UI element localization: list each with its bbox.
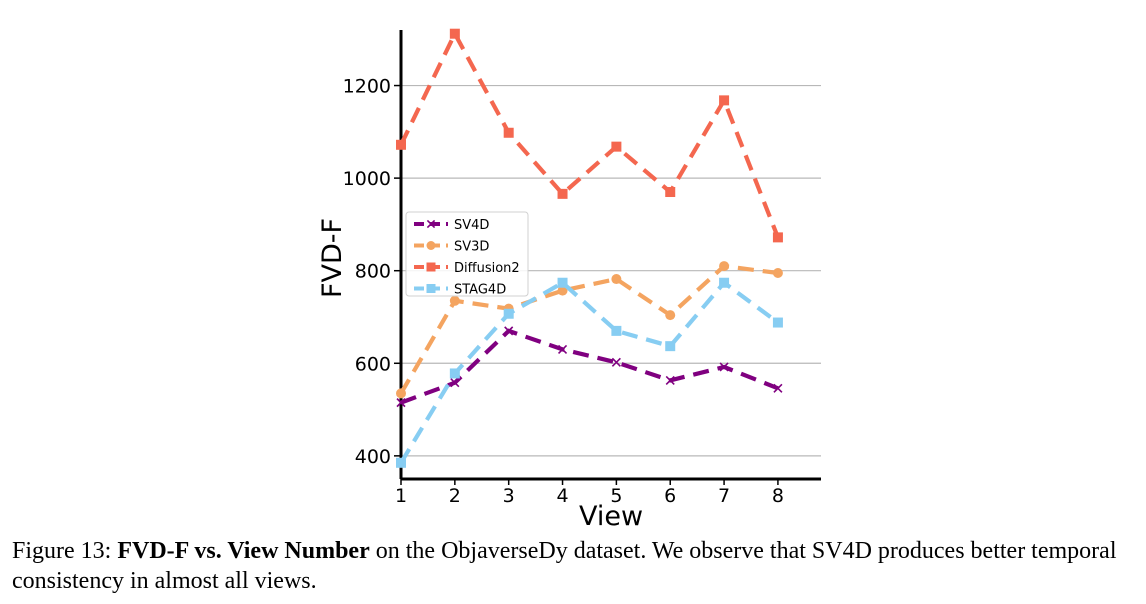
x-axis-label: View — [579, 501, 643, 532]
caption-prefix: Figure 13: — [12, 538, 118, 564]
x-tick-label: 6 — [664, 485, 676, 507]
y-axis-label: FVD-F — [317, 218, 348, 298]
data-point-diffusion2-4 — [557, 188, 568, 199]
data-point-stag4d-2 — [449, 368, 460, 379]
data-point-stag4d-1 — [396, 457, 406, 468]
data-point-sv3d-1 — [396, 388, 406, 399]
series-sv4d — [396, 326, 783, 408]
data-point-sv3d-5 — [611, 274, 622, 285]
x-tick-label: 8 — [772, 485, 784, 507]
legend-entry-sv3d: SV3D — [414, 240, 489, 255]
x-tick-label: 5 — [610, 485, 622, 507]
data-point-sv3d-8 — [772, 268, 783, 279]
legend-marker-sv4d — [426, 219, 436, 229]
data-point-stag4d-7 — [719, 277, 730, 288]
data-point-sv3d-4 — [557, 285, 568, 296]
data-point-sv4d-5 — [611, 357, 621, 367]
figure-caption: Figure 13: FVD-F vs. View Number on the … — [12, 536, 1137, 596]
series-line-stag4d — [399, 279, 780, 464]
data-point-sv3d-2 — [449, 295, 460, 306]
caption-bold: FVD-F vs. View Number — [117, 538, 370, 564]
x-tick-label: 3 — [503, 485, 515, 507]
data-point-sv4d-6 — [665, 375, 675, 385]
series-group — [396, 28, 783, 468]
axes — [394, 30, 821, 485]
series-line-diffusion2 — [399, 29, 780, 239]
data-point-diffusion2-5 — [611, 141, 622, 152]
legend-marker-stag4d — [426, 284, 436, 293]
y-tick-label: 600 — [355, 353, 391, 375]
data-point-sv3d-6 — [665, 310, 676, 321]
legend-label-sv4d: SV4D — [454, 218, 489, 233]
x-tick-label: 4 — [556, 485, 568, 507]
series-diffusion2 — [396, 28, 783, 243]
y-tick-label: 1000 — [343, 168, 391, 190]
data-point-sv4d-2 — [450, 378, 460, 388]
x-tick-label: 1 — [395, 485, 407, 507]
data-point-sv4d-1 — [396, 398, 406, 408]
caption-rest: on the ObjaverseDy dataset. We observe t… — [12, 538, 1117, 594]
series-line-sv4d — [400, 328, 779, 405]
legend-label-sv3d: SV3D — [454, 240, 489, 255]
data-point-sv4d-7 — [719, 362, 729, 372]
legend-marker-sv3d — [426, 241, 436, 250]
legend-entry-sv4d: SV4D — [414, 218, 489, 233]
data-point-diffusion2-7 — [719, 95, 730, 106]
data-point-sv4d-3 — [504, 326, 514, 336]
data-point-sv4d-8 — [773, 383, 783, 393]
data-point-sv4d-4 — [557, 344, 568, 354]
data-point-diffusion2-6 — [665, 187, 676, 198]
legend-label-stag4d: STAG4D — [454, 283, 506, 298]
y-tick-label: 400 — [355, 446, 391, 468]
data-point-stag4d-4 — [557, 277, 568, 288]
y-tick-label: 800 — [355, 261, 391, 283]
x-tick-label: 7 — [718, 485, 730, 507]
data-point-diffusion2-2 — [449, 28, 460, 39]
data-point-stag4d-6 — [665, 341, 676, 352]
tick-labels: 400 600 800 1000 1200 1 2 3 4 5 6 7 8 — [343, 76, 784, 507]
data-point-diffusion2-3 — [503, 127, 514, 138]
series-stag4d — [396, 277, 783, 468]
data-point-stag4d-5 — [611, 325, 622, 336]
legend-label-diffusion2: Diffusion2 — [454, 261, 520, 276]
data-point-stag4d-3 — [503, 308, 514, 319]
legend: SV4D SV3D Diffusion2 STAG4D — [405, 211, 529, 298]
y-tick-label: 1200 — [343, 76, 391, 98]
legend-box — [405, 211, 529, 297]
legend-marker-diffusion2 — [426, 262, 436, 272]
data-point-diffusion2-1 — [396, 139, 406, 150]
data-point-diffusion2-8 — [772, 232, 783, 243]
legend-entry-diffusion2: Diffusion2 — [414, 261, 520, 276]
legend-entry-stag4d: STAG4D — [414, 283, 506, 298]
data-point-stag4d-8 — [772, 317, 783, 328]
x-tick-label: 2 — [449, 485, 461, 507]
data-point-sv3d-7 — [719, 261, 730, 272]
